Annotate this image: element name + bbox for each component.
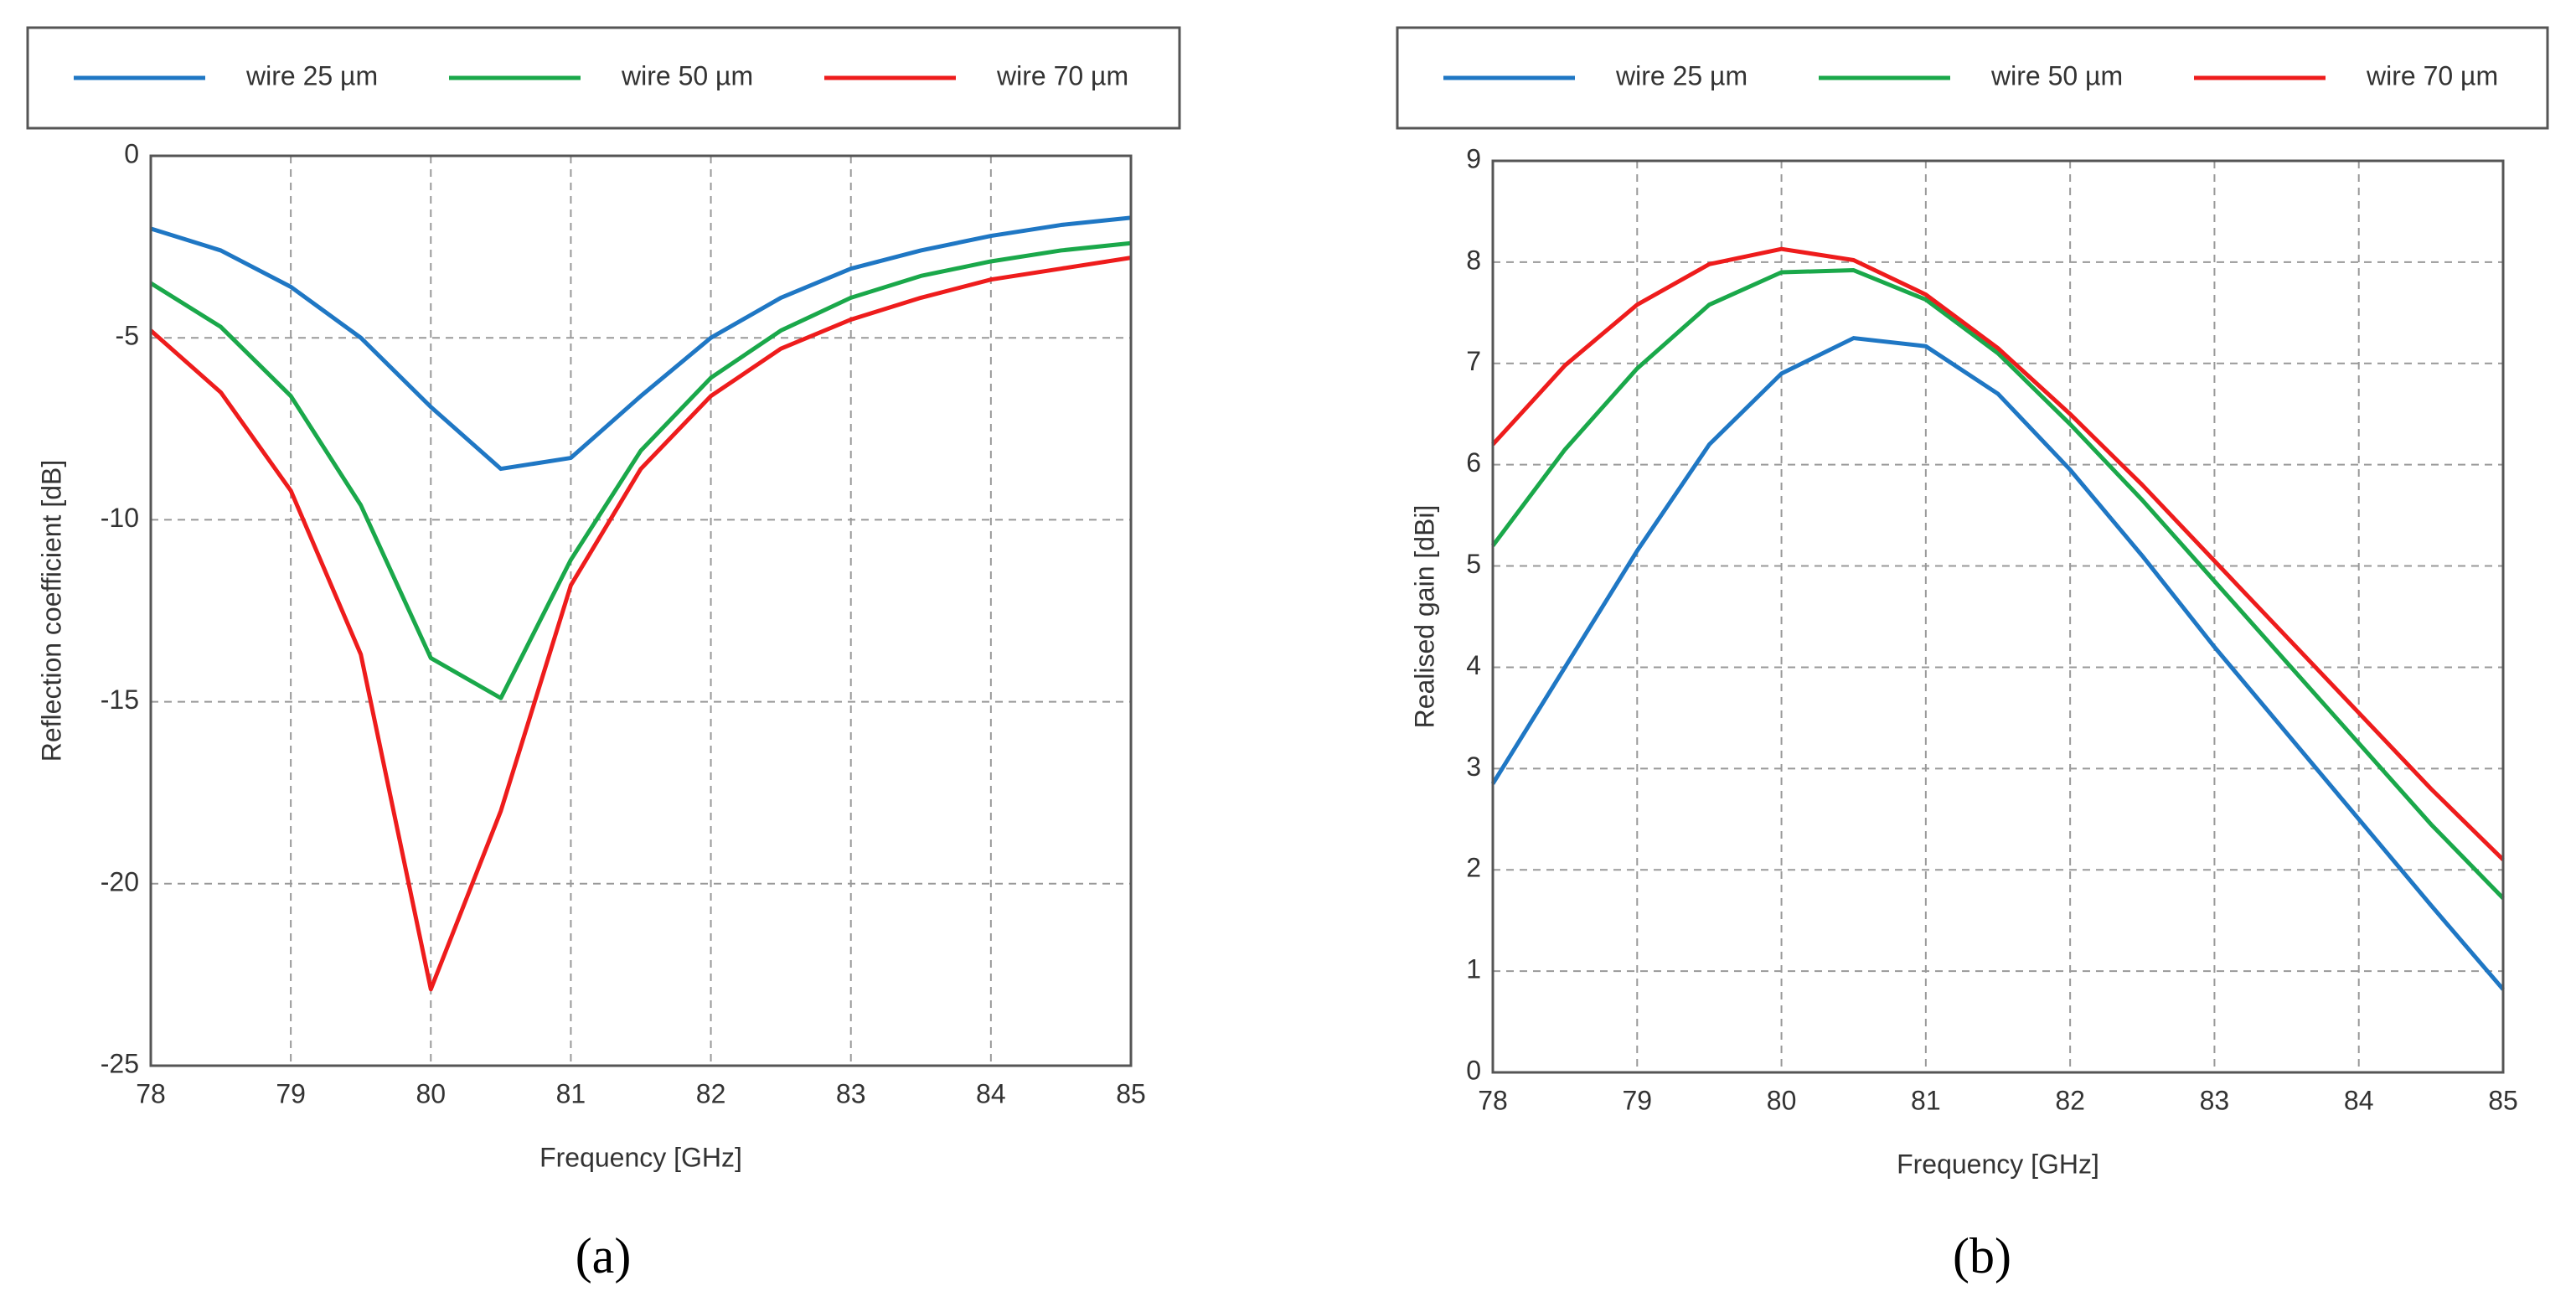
x-tick-label: 85 [1116,1078,1146,1108]
legend-label: wire 25 µm [1615,60,1747,90]
y-axis-label: Realised gain [dBi] [1409,505,1439,729]
x-tick-label: 82 [2055,1085,2085,1115]
x-tick-label: 80 [416,1078,446,1108]
x-tick-label: 78 [1478,1085,1508,1115]
y-tick-label: 0 [1466,1055,1481,1085]
legend-label: wire 70 µm [996,60,1128,90]
series-line [1491,268,2505,900]
plot-area [1493,161,2503,1072]
x-tick-label: 84 [976,1078,1006,1108]
y-tick-label: -10 [101,503,139,533]
plot-frame [149,154,1133,1067]
legend-box [1396,26,2549,130]
legend-label: wire 50 µm [621,60,753,90]
panel-label: (a) [576,1228,632,1284]
legend-label: wire 50 µm [1990,60,2123,90]
x-tick-label: 79 [1622,1085,1652,1115]
y-tick-label: 3 [1466,752,1481,782]
x-tick-label: 81 [1911,1085,1941,1115]
x-tick-label: 82 [696,1078,726,1108]
x-tick-label: 83 [2200,1085,2230,1115]
y-axis-label: Reflection coefficient [dB] [36,460,66,762]
y-tick-label: 7 [1466,346,1481,376]
series-line [149,256,1132,992]
y-tick-label: 1 [1466,954,1481,984]
y-tick-label: 2 [1466,853,1481,883]
y-tick-label: 0 [124,138,139,168]
x-axis-label: Frequency [GHz] [1897,1149,2099,1179]
series-line [1490,336,2505,991]
y-tick-label: -25 [101,1048,139,1078]
x-tick-label: 78 [136,1078,166,1108]
y-tick-label: 4 [1466,650,1481,680]
y-tick-label: 5 [1466,549,1481,579]
y-tick-label: 8 [1466,245,1481,275]
y-tick-label: -15 [101,684,139,715]
x-axis-label: Frequency [GHz] [539,1142,742,1172]
x-tick-label: 80 [1767,1085,1797,1115]
panel-label: (b) [1953,1228,2011,1284]
x-tick-label: 83 [836,1078,866,1108]
legend-label: wire 25 µm [245,60,378,90]
y-tick-label: -5 [116,321,139,351]
y-tick-label: -20 [101,866,139,896]
series-line [150,215,1132,472]
legend-box [26,26,1181,130]
plot-area [151,156,1131,1066]
series-line [149,240,1132,700]
y-tick-label: 6 [1466,447,1481,478]
x-tick-label: 79 [276,1078,306,1108]
x-tick-label: 81 [556,1078,586,1108]
x-tick-label: 85 [2488,1085,2518,1115]
plot-frame [1491,159,2505,1074]
legend-label: wire 70 µm [2366,60,2498,90]
series-line [1491,246,2505,861]
y-tick-label: 9 [1466,143,1481,173]
x-tick-label: 84 [2344,1085,2374,1115]
